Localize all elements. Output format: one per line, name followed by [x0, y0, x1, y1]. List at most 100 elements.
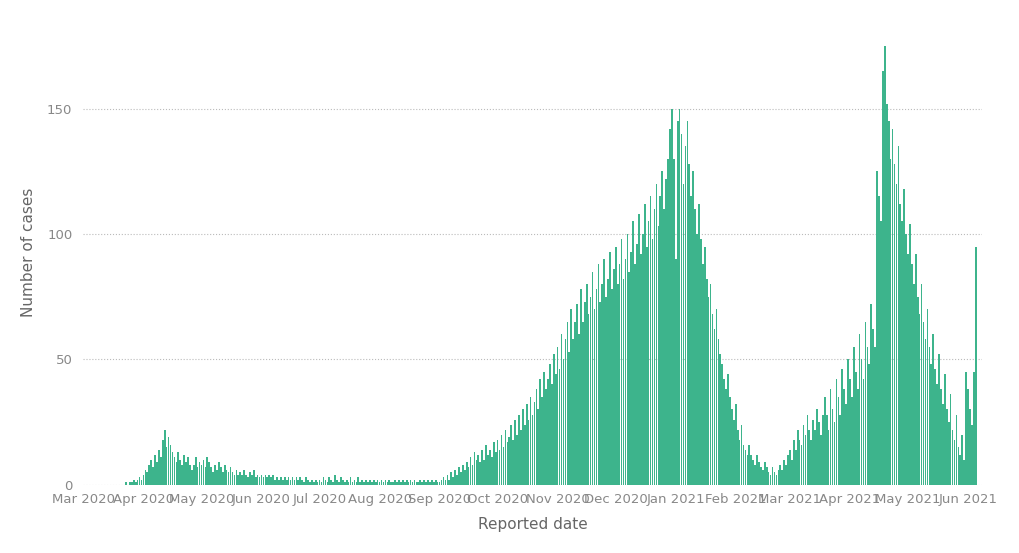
Bar: [716, 340, 718, 485]
Bar: [317, 482, 318, 485]
Bar: [242, 474, 243, 485]
Bar: [554, 374, 556, 485]
Bar: [330, 479, 332, 485]
Bar: [765, 467, 767, 485]
Bar: [722, 379, 725, 485]
Bar: [293, 479, 294, 485]
Bar: [735, 404, 736, 485]
Bar: [937, 354, 938, 485]
Bar: [725, 389, 727, 485]
Bar: [328, 477, 330, 485]
Bar: [399, 482, 401, 485]
Bar: [451, 477, 453, 485]
Bar: [748, 445, 749, 485]
Bar: [507, 437, 510, 485]
Bar: [380, 479, 382, 485]
Bar: [125, 482, 126, 485]
Bar: [924, 340, 925, 485]
Bar: [245, 474, 247, 485]
Bar: [825, 415, 826, 485]
Bar: [585, 284, 587, 485]
Bar: [791, 460, 792, 485]
Bar: [959, 455, 960, 485]
Bar: [949, 394, 951, 485]
Bar: [520, 430, 521, 485]
Bar: [621, 239, 622, 485]
Bar: [289, 479, 291, 485]
Bar: [940, 389, 941, 485]
Bar: [582, 322, 583, 485]
Bar: [798, 440, 800, 485]
Bar: [185, 462, 186, 485]
Bar: [384, 479, 386, 485]
Bar: [906, 254, 908, 485]
Bar: [720, 364, 722, 485]
Bar: [808, 430, 809, 485]
Bar: [444, 479, 445, 485]
Bar: [545, 389, 546, 485]
Bar: [660, 171, 662, 485]
Bar: [283, 477, 285, 485]
Bar: [239, 472, 240, 485]
Bar: [442, 477, 444, 485]
Bar: [468, 467, 469, 485]
Bar: [678, 108, 680, 485]
Bar: [804, 435, 805, 485]
Bar: [343, 482, 345, 485]
Bar: [408, 482, 409, 485]
Bar: [715, 309, 716, 485]
Bar: [322, 477, 324, 485]
Bar: [640, 254, 641, 485]
Bar: [565, 340, 566, 485]
Bar: [794, 450, 796, 485]
Bar: [466, 462, 467, 485]
Bar: [406, 479, 408, 485]
Bar: [655, 184, 656, 485]
Bar: [929, 364, 931, 485]
Bar: [968, 410, 970, 485]
Bar: [675, 259, 676, 485]
Bar: [839, 415, 841, 485]
Bar: [562, 359, 564, 485]
Bar: [481, 450, 483, 485]
Bar: [524, 425, 525, 485]
Bar: [829, 389, 830, 485]
Bar: [496, 440, 498, 485]
Bar: [837, 397, 839, 485]
Bar: [711, 314, 712, 485]
Bar: [636, 244, 637, 485]
Bar: [415, 482, 417, 485]
Bar: [512, 440, 514, 485]
Bar: [458, 467, 460, 485]
Bar: [862, 379, 863, 485]
Bar: [854, 372, 856, 485]
Bar: [767, 472, 768, 485]
Bar: [692, 171, 693, 485]
Bar: [671, 108, 673, 485]
Bar: [244, 469, 245, 485]
Bar: [429, 482, 430, 485]
Bar: [763, 462, 765, 485]
Bar: [220, 467, 221, 485]
Bar: [305, 477, 307, 485]
Bar: [301, 479, 303, 485]
Bar: [819, 435, 821, 485]
Bar: [901, 221, 902, 485]
Y-axis label: Number of cases: Number of cases: [20, 188, 36, 317]
Bar: [440, 479, 442, 485]
Bar: [811, 420, 813, 485]
Bar: [942, 404, 943, 485]
Bar: [199, 462, 200, 485]
Bar: [612, 269, 614, 485]
Bar: [776, 469, 779, 485]
Bar: [177, 452, 179, 485]
Bar: [356, 482, 357, 485]
Bar: [129, 482, 130, 485]
Bar: [827, 430, 828, 485]
Bar: [227, 472, 229, 485]
Bar: [460, 472, 462, 485]
Bar: [951, 430, 953, 485]
Bar: [686, 121, 688, 485]
Bar: [425, 482, 427, 485]
Bar: [622, 279, 624, 485]
